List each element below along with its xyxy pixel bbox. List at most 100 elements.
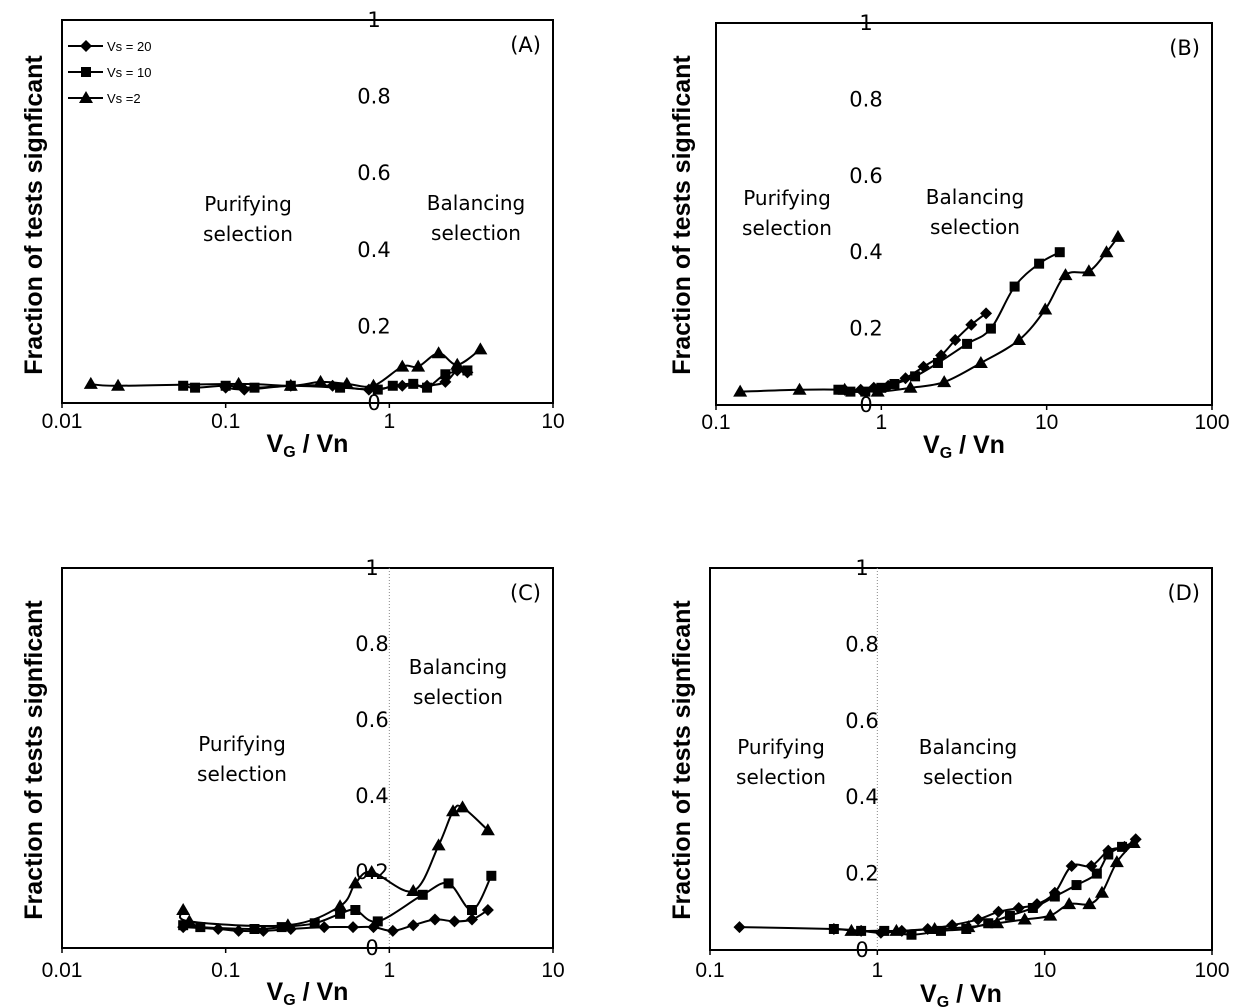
x-tick-label: 10 [541, 410, 564, 433]
data-point [486, 870, 497, 881]
series-triangle [844, 836, 1141, 936]
annotation-line-1: Purifying [743, 186, 831, 210]
x-axis-title-main: V [267, 978, 284, 1006]
legend-label: Vs = 10 [107, 65, 151, 80]
y-axis-title: Fraction of tests signficant [668, 55, 696, 375]
legend-marker [80, 40, 92, 52]
annotation-line-1: Purifying [737, 735, 825, 759]
data-point [249, 382, 260, 393]
data-point [1038, 302, 1053, 315]
x-tick-label: 100 [1194, 411, 1229, 434]
series-triangle [733, 229, 1125, 397]
annotation-balancing: Balancing selection [926, 185, 1024, 239]
data-point [467, 905, 478, 915]
annotation-line-2: selection [413, 685, 503, 709]
y-tick-label: 1 [367, 8, 380, 32]
data-point [313, 374, 328, 387]
data-point [733, 384, 748, 397]
annotation-line-2: selection [930, 215, 1020, 239]
data-point [733, 921, 746, 934]
data-point [1027, 902, 1038, 913]
data-point [1049, 891, 1060, 902]
x-axis-title: VG / Vn [267, 430, 349, 461]
chart-panel-a: 0 0.2 0.4 0.6 0.8 1 0.01 0.1 1 10 Fraction of test… [20, 8, 565, 461]
data-point [428, 913, 441, 926]
data-point [417, 889, 428, 900]
data-point [1065, 859, 1078, 872]
data-point [845, 386, 856, 397]
data-point [937, 375, 952, 388]
y-tick-label: 0.6 [849, 164, 882, 188]
x-axis-title-subscript: G [283, 992, 295, 1008]
y-tick-label: 0.8 [355, 632, 388, 656]
x-axis-title-main: V [923, 431, 940, 459]
data-point [350, 905, 361, 915]
data-point [1091, 868, 1102, 879]
x-axis-title: VG / Vn [267, 978, 349, 1008]
x-axis-title-subscript: G [283, 444, 295, 461]
data-point [792, 382, 807, 395]
y-tick-label: 0.4 [845, 785, 878, 809]
data-point [178, 380, 189, 391]
data-point [111, 378, 126, 391]
data-point [176, 903, 191, 915]
data-point [309, 918, 320, 929]
y-tick-label: 0 [367, 391, 380, 415]
data-point [283, 378, 298, 391]
data-point [411, 359, 426, 372]
x-tick-label: 10 [541, 959, 564, 982]
data-point [990, 916, 1005, 929]
y-tick-label: 0.8 [357, 85, 390, 109]
annotation-balancing: Balancing selection [409, 655, 507, 709]
data-point [366, 378, 381, 391]
data-point [1062, 897, 1077, 910]
data-point [231, 376, 246, 389]
data-point [1082, 897, 1097, 910]
data-point [473, 342, 488, 355]
data-point [364, 865, 379, 877]
data-point [406, 884, 421, 896]
data-point [1110, 229, 1125, 242]
data-point [481, 904, 494, 916]
x-tick-label: 1 [383, 959, 395, 982]
y-tick-label: 0.8 [849, 87, 882, 111]
annotation-purifying: Purifying selection [197, 732, 287, 786]
x-tick-label: 0.01 [42, 410, 83, 433]
x-tick-label: 100 [1194, 959, 1229, 982]
data-point [220, 380, 231, 391]
data-point [889, 923, 904, 936]
y-axis-title: Fraction of tests signficant [20, 55, 48, 375]
y-axis-title: Fraction of tests signficant [668, 600, 696, 920]
legend-marker [81, 67, 91, 77]
data-point [462, 365, 473, 376]
data-point [910, 371, 921, 382]
data-point [1017, 912, 1032, 925]
y-tick-label: 1 [859, 11, 872, 35]
y-tick-label: 0.4 [355, 784, 388, 808]
annotation-line-1: Balancing [409, 655, 507, 679]
y-tick-label: 0.2 [357, 314, 390, 338]
x-axis-title: VG / Vn [920, 980, 1002, 1008]
annotation-line-1: Purifying [204, 192, 292, 216]
x-tick-label: 1 [383, 410, 395, 433]
data-point [280, 918, 295, 931]
data-point [983, 918, 994, 929]
series-triangle [176, 800, 495, 931]
plot-frame [709, 567, 1213, 951]
series-triangle [83, 342, 488, 391]
y-tick-label: 0.6 [845, 709, 878, 733]
data-point [443, 878, 454, 889]
data-point [333, 899, 348, 912]
y-tick-label: 0 [859, 393, 872, 417]
data-point [249, 924, 260, 934]
x-axis-title: VG / Vn [923, 431, 1005, 462]
data-point [935, 925, 946, 936]
data-point [446, 804, 461, 817]
annotation-line-1: Purifying [198, 732, 286, 756]
data-point [906, 929, 917, 940]
data-point [407, 919, 420, 932]
x-axis-title-main: V [920, 980, 937, 1008]
annotation-line-1: Balancing [919, 735, 1017, 759]
y-tick-label: 0.4 [357, 238, 390, 262]
